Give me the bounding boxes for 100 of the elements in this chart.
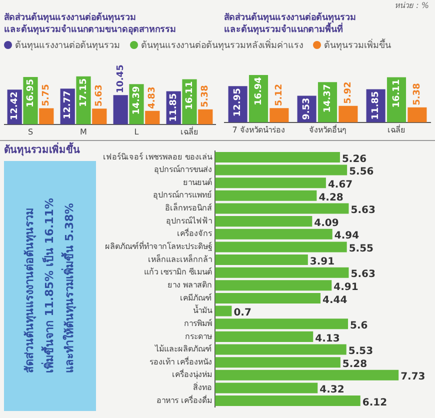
bar xyxy=(215,382,318,394)
data-label: 4.13 xyxy=(315,333,340,344)
data-label: 3.91 xyxy=(310,256,335,268)
bar xyxy=(215,190,317,201)
bar xyxy=(270,108,289,122)
data-label: 4.94 xyxy=(334,230,360,242)
data-label: 4.67 xyxy=(328,179,353,190)
y-tick-label: การพิมพ์ xyxy=(184,318,212,328)
bar xyxy=(408,107,427,122)
data-label: 5.12 xyxy=(274,84,285,106)
y-tick-label: ผลิตภัณฑ์ที่ทำจากโลหะประดิษฐ์ xyxy=(105,240,212,252)
text: เพิ่มขึ้นจาก 11.85% เป็น 16.11% xyxy=(42,198,57,374)
bar xyxy=(215,357,340,368)
data-label: 16.11 xyxy=(184,81,195,110)
data-label: 4.09 xyxy=(314,218,339,229)
y-tick-label: กระดาษ xyxy=(185,332,212,341)
bar xyxy=(338,106,358,122)
bar xyxy=(215,396,360,406)
legend-label: ต้นทุนรวมเพิ่มขึ้น xyxy=(324,38,391,52)
x-tick-label: เฉลี่ย xyxy=(180,125,198,136)
data-label: 4.91 xyxy=(334,282,358,294)
bar xyxy=(215,306,232,316)
data-label: 5.53 xyxy=(348,346,374,358)
x-tick-label: L xyxy=(134,127,140,136)
data-label: 5.55 xyxy=(348,244,374,255)
data-label: 5.6 xyxy=(350,320,368,332)
data-label: 0.7 xyxy=(234,308,252,319)
bar xyxy=(215,267,349,278)
bar xyxy=(215,242,347,252)
bar xyxy=(39,108,54,124)
bar xyxy=(215,292,320,304)
y-tick-label: อาหาร เครื่องดื่ม xyxy=(156,394,212,405)
data-label: 12.42 xyxy=(10,92,20,120)
y-tick-label: อุปกรณ์ไฟฟ้า xyxy=(166,215,212,226)
y-tick-label: รองเท้า เครื่องหนัง xyxy=(150,355,212,366)
y-tick-label: ยานยนต์ xyxy=(183,176,212,187)
x-tick-label: จังหวัดอื่นๆ xyxy=(309,123,346,134)
data-label: 7.73 xyxy=(400,372,426,383)
data-label: 5.38 xyxy=(412,83,423,106)
data-label: 16.11 xyxy=(392,79,402,108)
bar xyxy=(215,344,346,355)
text: สัดส่วนต้นทุนแรงงานต่อต้นทุนรวม xyxy=(22,208,38,374)
bar xyxy=(215,254,308,266)
y-tick-label: ไม้และผลิตภัณฑ์ xyxy=(154,344,212,354)
bar xyxy=(215,178,326,188)
bar xyxy=(92,108,107,124)
bar xyxy=(215,203,349,214)
y-tick-label: เคมีภัณฑ์ xyxy=(180,292,212,302)
data-label: 14.39 xyxy=(132,86,142,115)
bar xyxy=(215,164,348,176)
bar xyxy=(198,109,213,124)
bar xyxy=(215,318,348,330)
bar xyxy=(215,280,332,291)
x-tick-label: 7 จังหวัดนำร่อง xyxy=(232,125,285,134)
y-tick-label: เหล็กและเหล็กกล้า xyxy=(148,254,212,264)
data-label: 5.56 xyxy=(349,166,374,178)
data-label: 12.77 xyxy=(62,90,73,120)
legend-label: ต้นทุนแรงงานต่อต้นทุนรวมหลังเพิ่มค่าแรง xyxy=(141,38,303,52)
bar xyxy=(215,370,399,380)
data-label: 5.28 xyxy=(342,358,368,370)
y-tick-label: อุปกรณ์การขนส่ง xyxy=(154,164,212,174)
data-label: 16.95 xyxy=(26,78,36,108)
bar xyxy=(215,331,314,342)
chart-title: สัดส่วนต้นทุนแรงงานต่อต้นทุนรวม และต้นทุนรวมจำแนกตามพื้นที่ xyxy=(224,12,357,36)
data-label: 5.63 xyxy=(94,84,105,107)
y-tick-label: แก้ว เซรามิก ซีเมนต์ xyxy=(144,266,212,277)
y-tick-label: เครื่องนุ่งห่ม xyxy=(172,368,212,380)
data-label: 12.95 xyxy=(233,88,244,117)
data-label: 5.75 xyxy=(42,84,52,106)
bar xyxy=(215,152,340,162)
text: หน่วย : % xyxy=(394,1,429,11)
data-label: 6.12 xyxy=(362,397,388,408)
y-tick-label: อิเล็กทรอนิกส์ xyxy=(165,202,212,213)
y-tick-label: เฟอร์นิเจอร์ เพชรพลอย ของเล่น xyxy=(102,151,214,162)
y-tick-label: ยาง พลาสติก xyxy=(168,280,212,290)
data-label: 5.63 xyxy=(350,205,376,216)
data-label: 9.53 xyxy=(302,98,312,120)
data-label: 4.44 xyxy=(322,294,348,306)
data-label: 14.37 xyxy=(322,84,333,113)
bar xyxy=(215,216,312,227)
chart-title: สัดส่วนต้นทุนแรงงานต่อต้นทุนรวม และต้นทุนรวมจำแนกตามขนาดอุตสาหกรรม xyxy=(4,12,177,36)
y-tick-label: น้ำมัน xyxy=(193,304,214,316)
y-tick-label: อุปกรณ์การแพทย์ xyxy=(153,190,212,200)
data-label: 4.28 xyxy=(318,192,344,204)
data-label: 10.45 xyxy=(116,64,126,94)
bar xyxy=(145,110,160,124)
data-label: 17.15 xyxy=(78,78,89,107)
y-tick-label: สิ่งทอ xyxy=(193,381,212,392)
bar xyxy=(113,95,128,124)
y-tick-label: เครื่องจักร xyxy=(177,227,214,238)
x-tick-label: เฉลี่ย xyxy=(388,123,406,134)
x-tick-label: M xyxy=(80,127,88,136)
data-label: 5.26 xyxy=(342,154,367,165)
data-label: 4.32 xyxy=(320,384,344,396)
data-label: 4.83 xyxy=(148,86,158,109)
data-label: 5.38 xyxy=(200,85,211,108)
data-label: 16.94 xyxy=(254,76,264,106)
data-label: 11.85 xyxy=(168,93,179,122)
x-tick-label: S xyxy=(28,127,34,136)
legend-label: ต้นทุนแรงงานต่อต้นทุนรวม xyxy=(15,40,120,52)
